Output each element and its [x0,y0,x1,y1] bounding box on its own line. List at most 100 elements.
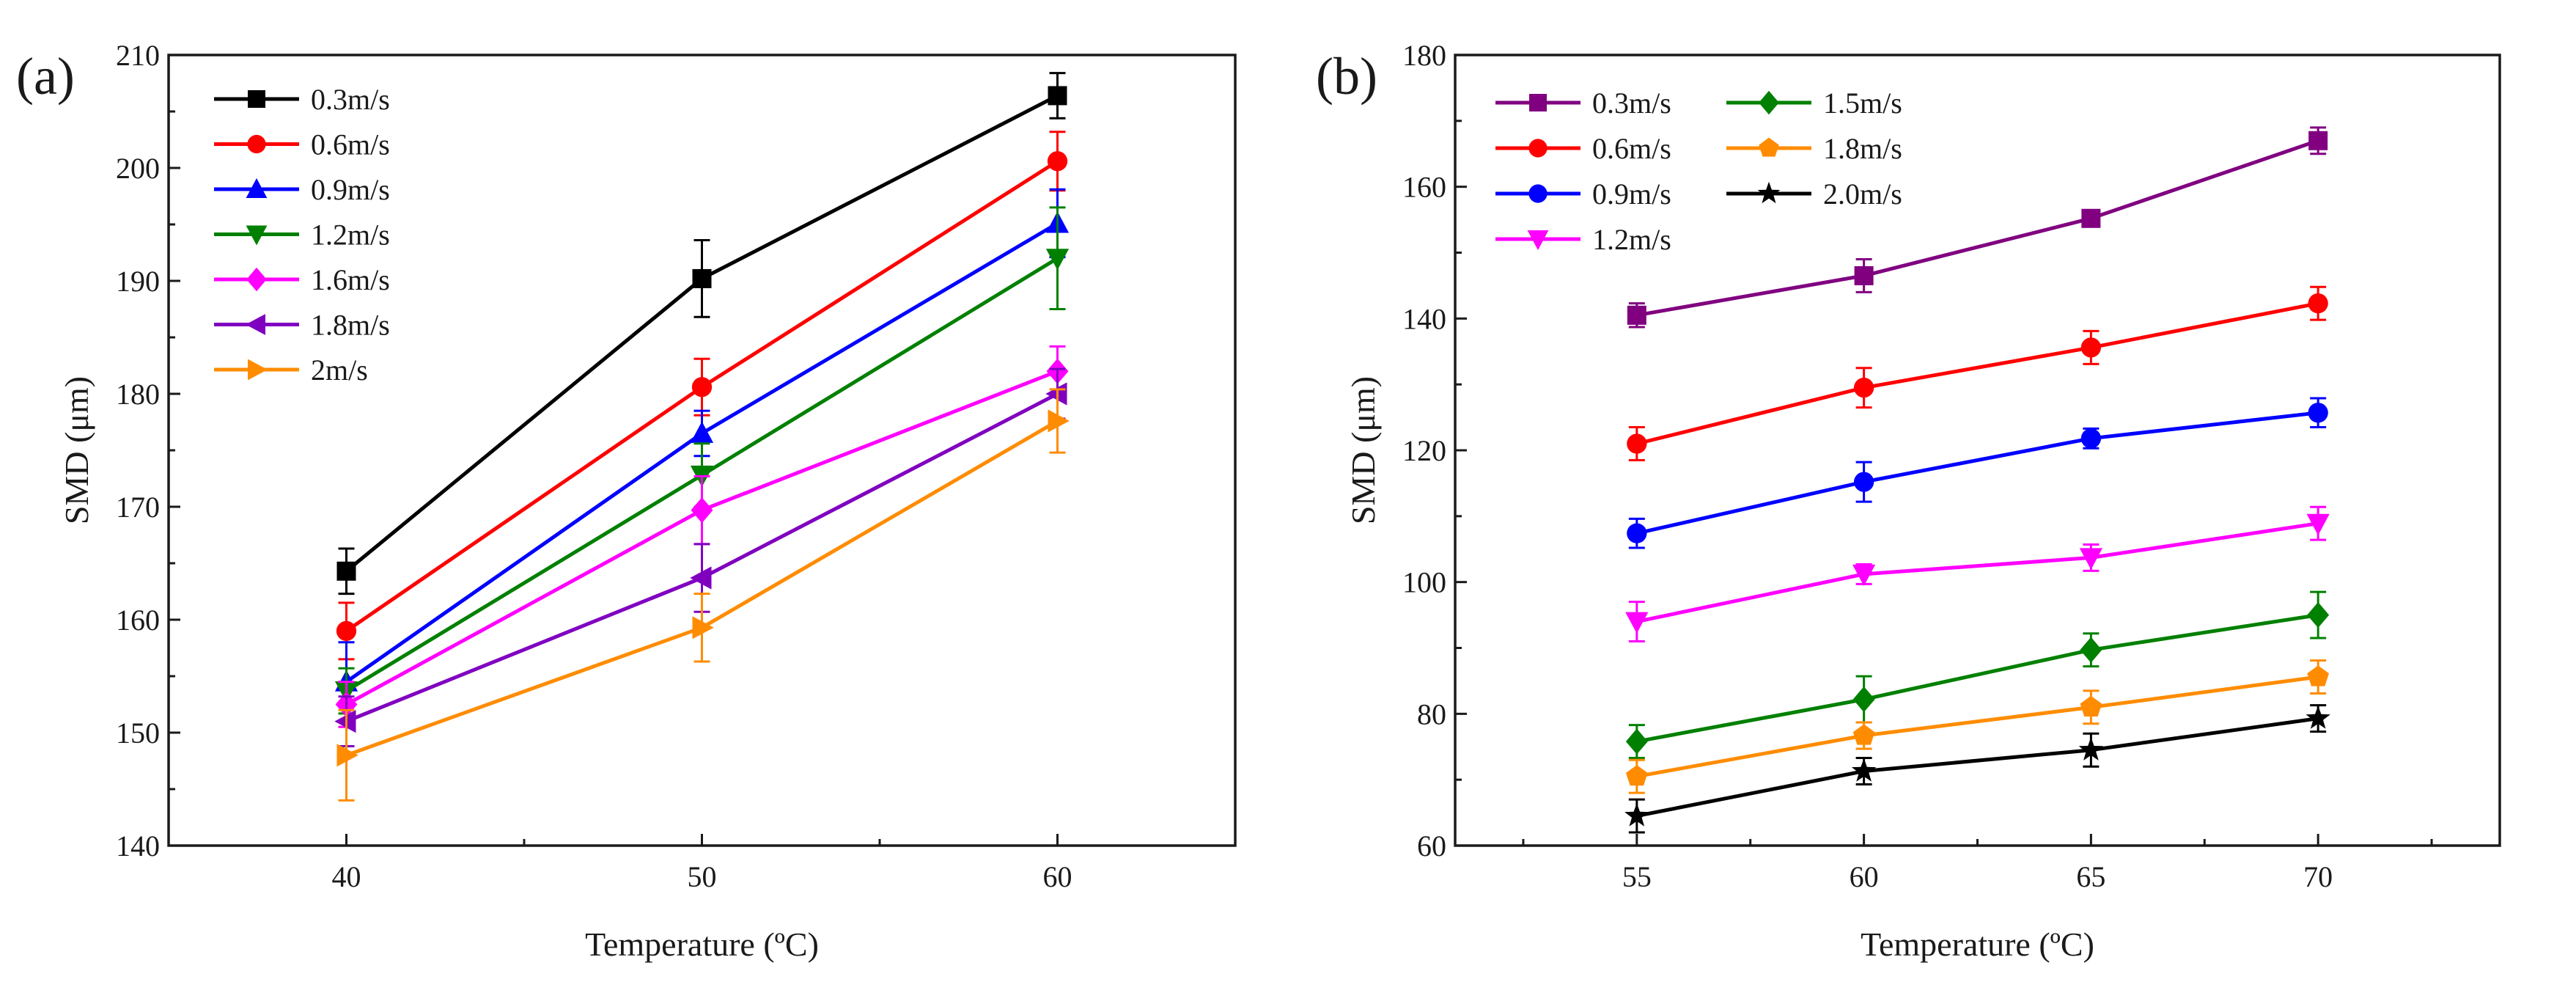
b-legend-marker [1759,90,1779,115]
a-xtick-label: 40 [332,860,361,893]
b-series-line [1636,301,2319,446]
b-data-point [1852,686,1875,713]
a-legend-marker [246,178,268,198]
b-data-point [1852,564,1876,587]
a-legend: 0.3m/s 0.6m/s 0.9m/s 1.2m/s 1.6m/s 1.8m/s 2m/s [214,83,390,386]
b-legend-marker [1528,184,1548,203]
a-data-point [690,566,712,590]
a-data-point [692,268,712,288]
b-data-point [1626,765,1648,786]
a-legend-label: 0.3m/s [311,83,390,116]
a-xtick-label: 60 [1043,860,1072,893]
b-ytick-label: 80 [1417,697,1446,730]
b-legend-item: 1.8m/s [1726,132,1902,165]
b-legend-item: 0.6m/s [1495,132,1671,165]
b-data-point [2307,602,2330,629]
b-data-point [1854,265,1874,285]
b-data-point [2078,737,2104,761]
b-data-point [2306,513,2330,535]
a-data-point [692,616,714,640]
b-legend-label: 0.9m/s [1592,177,1671,210]
a-data-point [690,421,714,443]
b-data-point [1853,472,1874,492]
b-series-line [1636,675,2319,779]
a-xtick-label: 50 [688,860,717,893]
b-ytick-label: 160 [1402,171,1446,204]
a-legend-item: 0.9m/s [214,173,390,206]
b-data-point [1851,758,1877,782]
b-panel-label: (b) [1316,47,1377,106]
b-series-2 [1627,397,2328,549]
a-legend-marker [247,134,266,154]
b-data-point [1625,612,1649,634]
a-legend-label: 1.2m/s [311,219,390,252]
b-legend-label: 1.5m/s [1823,87,1902,120]
b-xtick-label: 60 [1850,860,1879,893]
b-data-point [2080,637,2102,663]
a-ytick-label: 210 [116,39,160,72]
a-legend-marker [246,267,267,292]
b-data-point [2307,665,2329,686]
b-data-point [2080,428,2102,449]
b-legend-marker [1759,137,1779,157]
b-legend-item: 2.0m/s [1726,177,1902,210]
a-ytick-label: 150 [116,717,160,750]
a-data-point [1047,151,1068,172]
a-data-point [336,561,356,581]
b-xtick-label: 65 [2076,860,2105,893]
b-series-line [1636,521,2319,624]
b-legend: 0.3m/s 0.6m/s 0.9m/s 1.2m/s 1.5m/s 1.8m/s 2.0m… [1495,87,1902,256]
b-series-6 [1624,704,2330,834]
b-ytick-label: 120 [1402,434,1446,467]
b-legend-label: 0.6m/s [1592,132,1671,165]
a-data-point [1045,249,1070,271]
b-legend-item: 0.9m/s [1495,177,1671,210]
a-ytick-label: 190 [116,265,160,298]
a-legend-marker [248,90,265,108]
a-ytick-label: 200 [116,152,160,185]
b-legend-label: 2.0m/s [1823,177,1902,210]
a-legend-item: 1.6m/s [214,263,390,296]
b-xtick-label: 70 [2303,860,2333,893]
b-data-point [1625,728,1648,755]
a-legend-item: 0.3m/s [214,83,390,116]
b-legend-marker [1757,181,1781,204]
b-legend-marker [1528,139,1548,158]
b-ytick-label: 60 [1417,829,1446,862]
b-xaxis-title: Temperature (ºC) [1861,926,2094,963]
b-series-line [1636,139,2319,318]
a-data-point [334,710,356,733]
b-plot-frame [1454,54,2501,847]
a-series-0 [336,72,1067,596]
a-series-3 [334,206,1070,715]
b-data-point [1853,378,1874,398]
b-series-line [1636,613,2319,744]
b-series-4 [1625,590,2330,760]
a-series-6 [336,388,1070,802]
a-legend-label: 1.8m/s [311,309,390,342]
a-panel-label: (a) [16,47,75,106]
b-legend-marker [1529,94,1547,111]
b-ytick-label: 100 [1402,566,1446,599]
b-data-point [2308,403,2328,423]
a-legend-label: 1.6m/s [311,263,390,296]
a-data-point [336,744,358,767]
a-ytick-label: 180 [116,378,160,411]
b-legend-marker [1527,230,1549,250]
b-data-point [1627,433,1647,454]
a-legend-marker [246,314,265,335]
b-data-point [2080,695,2102,717]
b-legend-label: 0.3m/s [1592,87,1671,120]
a-data-point [1048,86,1067,106]
a-ytick-label: 160 [116,604,160,637]
a-legend-item: 2m/s [214,353,368,386]
b-series-line [1636,717,2319,818]
b-series-line [1636,411,2319,535]
b-data-point [1624,803,1649,827]
chart-panel-a: 140 150 160 170 180 190 200 210 40 50 60 Temperatur… [16,39,1237,963]
b-series-5 [1626,659,2329,794]
b-data-point [2079,548,2102,570]
a-data-point [691,497,713,524]
a-legend-item: 1.8m/s [214,309,390,342]
